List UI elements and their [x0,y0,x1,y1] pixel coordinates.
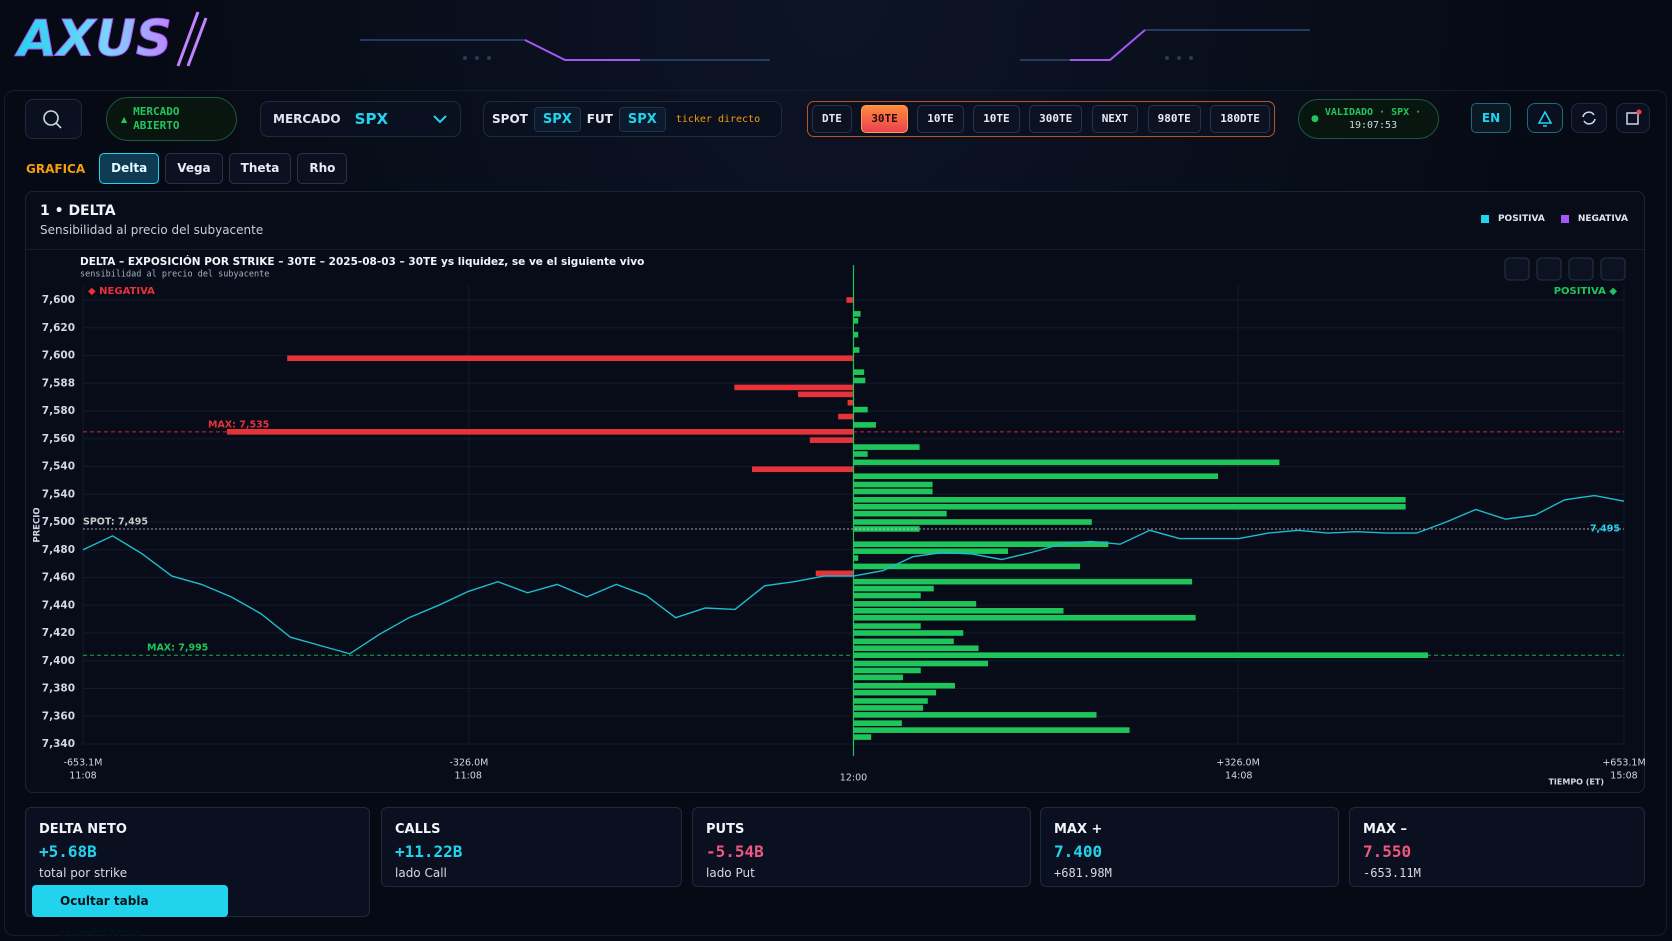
decor-dots [463,56,1193,60]
legend-item: POSITIVA [1480,214,1545,224]
validation-text: VALIDADO · SPX · 19:07:53 [1325,107,1421,131]
card-note: -653.11M [1363,866,1421,880]
market-label: MERCADO [273,112,341,126]
market-status-text: MERCADO ABIERTO [133,105,180,132]
refresh-button[interactable] [1571,103,1607,133]
frame [4,90,1667,936]
panel-subtitle: Sensibilidad al precio del subyacente [40,223,264,237]
refresh-icon [1582,111,1596,125]
legend: POSITIVA NEGATIVA [1480,214,1628,224]
search-icon [43,110,62,129]
dte-button[interactable]: DTE [812,105,852,133]
dte-button[interactable]: 30TE [861,105,908,133]
card-note: lado Put [706,866,755,880]
validation-label: VALIDADO · SPX · [1324,107,1422,118]
search-button[interactable] [25,99,82,139]
ticker-box: SPOT SPX FUT SPX ticker directo [483,101,782,137]
card-title: PUTS [706,822,745,837]
logo-slash [176,11,208,67]
legend-label: POSITIVA [1497,214,1545,224]
decor-line [360,39,770,61]
legend-swatch [1560,215,1569,223]
spot-label: SPOT [492,112,528,126]
decor-glow [524,39,640,61]
market-value: SPX [354,110,389,128]
logo: AXUS [14,10,172,68]
market-select[interactable]: MERCADO SPX [260,101,461,137]
language-button[interactable]: EN [1471,103,1511,133]
stat-card: MAX + 7.400 +681.98M [1040,807,1339,887]
dte-button[interactable]: 10TE [917,105,964,133]
card-note: +681.98M [1054,866,1112,880]
card-note: total por strike [39,866,128,880]
chevron [433,115,447,124]
chart-panel: 1 • DELTA Sensibilidad al precio del sub… [25,191,1645,793]
tabs-label: GRAFICA [26,161,86,176]
legend-label: NEGATIVA [1577,214,1628,224]
decor-line [1020,29,1310,61]
settings-icon [1626,109,1642,125]
ticker-note: ticker directo [675,113,761,125]
alert-icon [1537,110,1553,127]
dte-button[interactable]: NEXT [1091,105,1139,133]
card-value: 7.550 [1363,842,1412,861]
spot-value[interactable]: SPX [533,106,581,132]
dte-group: DTE 30TE 10TE 10TE 300TE NEXT 980TE 180DTE [807,101,1275,137]
legend-item: NEGATIVA [1560,214,1628,224]
card-title: CALLS [395,822,441,837]
dte-button[interactable]: 180DTE [1210,105,1270,133]
legend-swatch [1480,215,1489,223]
market-status: ▲ MERCADO ABIERTO [106,97,237,141]
tab[interactable]: Vega [165,153,223,184]
settings-button[interactable] [1616,103,1650,133]
card-title: DELTA NETO [39,822,127,837]
toggle-table-button[interactable]: Ocultar tabla cuantitativa [32,885,228,940]
card-value: +11.22B [395,842,463,861]
tab[interactable]: Rho [297,153,348,184]
card-value: 7.400 [1054,842,1103,861]
decor-glow [1070,29,1146,61]
header: AXUS [14,9,1310,68]
card-value: +5.68B [39,842,97,861]
dte-button[interactable]: 10TE [973,105,1020,133]
panel-title: 1 • DELTA [40,203,116,219]
card-title: MAX + [1054,822,1103,837]
stat-card: MAX – 7.550 -653.11M [1349,807,1645,887]
stat-card: PUTS -5.54B lado Put [692,807,1031,887]
status-dot: ▲ [121,114,128,124]
card-note: lado Call [395,866,447,880]
status-dot: ● [1311,114,1319,124]
alert-button[interactable] [1527,103,1563,133]
fut-label: FUT [586,112,613,126]
fut-value[interactable]: SPX [618,106,666,132]
dte-button[interactable]: 300TE [1029,105,1083,133]
validation-time: 19:07:53 [1348,120,1398,131]
divider [26,249,1644,250]
stat-card: CALLS +11.22B lado Call [381,807,682,887]
dte-button[interactable]: 980TE [1147,105,1201,133]
card-title: MAX – [1363,822,1408,837]
tabs: GRAFICA Delta Vega Theta Rho [26,153,353,184]
tab[interactable]: Theta [228,153,292,184]
tab[interactable]: Delta [99,153,160,184]
card-value: -5.54B [706,842,764,861]
validation-status: ● VALIDADO · SPX · 19:07:53 [1298,99,1439,139]
